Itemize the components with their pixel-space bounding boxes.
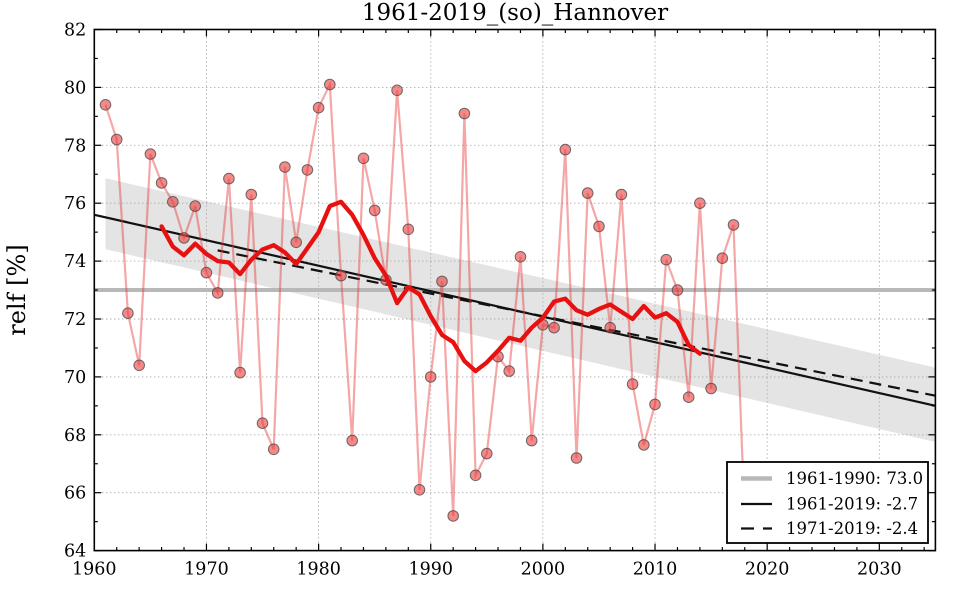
x-tick-label: 2000 [521, 560, 566, 580]
y-tick-label: 78 [64, 136, 86, 156]
x-tick-label: 2010 [633, 560, 678, 580]
confidence-band [105, 178, 936, 443]
data-point [133, 359, 145, 372]
y-tick-label: 70 [64, 368, 86, 388]
x-tick-label: 2030 [857, 560, 902, 580]
y-axis-label: relf [%] [3, 244, 31, 335]
data-point [200, 266, 213, 279]
data-point [604, 321, 617, 334]
data-point [267, 443, 280, 456]
data-point [559, 143, 572, 156]
chart-layers: 1960 1970 1980 1990 2000 2010 2020 2030 64 66 68 70… [64, 21, 937, 580]
data-point [178, 232, 190, 244]
data-point [312, 101, 325, 114]
chart-title: 1961-2019_(so)_Hannover [362, 0, 668, 26]
data-point [716, 252, 729, 265]
legend-label-reference: 1961-1990: 73.0 [786, 469, 923, 488]
data-point [626, 378, 639, 390]
annual-series-markers [99, 78, 751, 528]
legend: 1961-1990: 73.0 1961-2019: -2.7 1971-201… [726, 461, 929, 544]
data-point [436, 275, 448, 288]
data-point [223, 172, 235, 185]
data-point [593, 220, 605, 233]
data-point [581, 187, 594, 199]
x-tick-label: 1980 [296, 560, 341, 580]
data-point [447, 510, 460, 522]
data-point [335, 269, 347, 282]
y-tick-label: 80 [64, 78, 86, 98]
y-tick-label: 76 [64, 194, 86, 214]
axes-frame: 1960 1970 1980 1990 2000 2010 2020 2030 64 66 68 70… [64, 21, 937, 580]
data-point [727, 219, 740, 231]
data-point [469, 469, 482, 482]
data-point [413, 484, 426, 496]
legend-label-trend-1961-2019: 1961-2019: -2.7 [786, 495, 918, 514]
data-point [122, 307, 134, 320]
data-point [155, 177, 168, 189]
data-point [682, 391, 695, 404]
x-tick-label: 1990 [408, 560, 453, 580]
data-point [167, 196, 179, 208]
data-point [458, 107, 471, 120]
data-point [705, 382, 717, 395]
x-tick-label: 2020 [745, 560, 790, 580]
data-point [99, 99, 112, 111]
data-point [514, 250, 527, 263]
data-point [570, 452, 583, 464]
data-point [525, 434, 538, 447]
data-point [481, 447, 493, 460]
annual-series-line [104, 80, 746, 522]
smoothed-series-line [159, 199, 703, 374]
data-point [324, 78, 336, 91]
data-point [638, 439, 650, 451]
trend-line-1961-2019 [94, 213, 936, 407]
data-point [368, 204, 381, 217]
data-point [144, 148, 157, 160]
data-point [245, 188, 258, 201]
y-tick-label: 74 [64, 252, 86, 272]
legend-label-trend-1971-2019: 1971-2019: -2.4 [786, 519, 918, 538]
y-tick-label: 68 [64, 426, 86, 446]
data-point [256, 417, 269, 430]
data-point [503, 365, 516, 377]
data-point [424, 371, 437, 383]
data-point [671, 284, 684, 296]
y-tick-label: 82 [64, 21, 86, 41]
y-tick-label: 64 [64, 542, 86, 562]
data-point [402, 223, 415, 236]
data-point [548, 321, 560, 334]
x-tick-label: 1960 [72, 560, 117, 580]
data-point [391, 84, 403, 97]
legend-box [726, 461, 929, 544]
data-point [346, 434, 359, 447]
data-point [301, 164, 314, 176]
data-point [649, 398, 661, 411]
data-point [279, 161, 291, 173]
data-point [290, 236, 303, 249]
data-point [660, 253, 673, 266]
y-tick-label: 72 [64, 310, 86, 330]
data-point [357, 152, 370, 165]
data-point [211, 287, 224, 299]
data-point [110, 133, 123, 146]
data-point [234, 366, 246, 379]
data-point [189, 200, 201, 212]
data-point [694, 197, 706, 209]
data-point [615, 188, 628, 201]
y-tick-label: 66 [64, 484, 86, 504]
x-tick-label: 1970 [184, 560, 229, 580]
